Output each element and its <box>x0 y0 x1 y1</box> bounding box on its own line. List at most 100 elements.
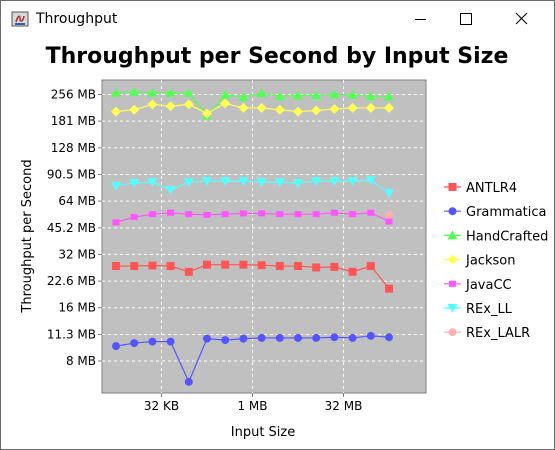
data-point <box>184 267 193 276</box>
data-point <box>275 262 284 271</box>
data-point <box>311 177 322 187</box>
data-point <box>330 333 339 342</box>
data-point <box>185 211 193 218</box>
series-grammatica <box>112 331 393 386</box>
data-point <box>238 177 249 187</box>
data-point <box>293 106 303 117</box>
java-app-icon <box>11 11 29 27</box>
data-point <box>166 262 175 271</box>
data-point <box>111 181 121 191</box>
data-point <box>294 262 302 271</box>
window-title: Throughput <box>36 11 118 27</box>
data-point <box>221 336 230 345</box>
data-point <box>184 377 193 386</box>
legend-swatch-marker <box>448 328 457 337</box>
legend-label: REx_LALR <box>466 326 530 341</box>
data-point <box>347 89 358 99</box>
gridlines <box>102 80 426 393</box>
data-point <box>312 333 321 342</box>
data-point <box>238 102 249 113</box>
series-line <box>115 335 390 384</box>
data-point <box>148 261 157 270</box>
legend-label: Grammatica <box>466 205 547 220</box>
y-tick-label: 22.6 MB <box>47 274 96 288</box>
data-point <box>112 219 120 226</box>
data-point <box>294 211 302 218</box>
data-point <box>147 178 158 188</box>
x-axis: 32 KB 1 MB 32 MB <box>144 393 362 413</box>
data-point <box>294 333 302 342</box>
y-tick-label: 90.5 MB <box>47 167 96 181</box>
legend-swatch-marker <box>448 183 457 191</box>
series-line <box>116 264 390 290</box>
data-point <box>384 91 394 101</box>
y-axis: 8 MB 11.3 MB 16 MB 22.6 MB 32 MB 45.2 MB 64 MB… <box>47 88 102 368</box>
data-point <box>367 209 375 216</box>
x-tick-label: 32 MB <box>325 399 363 413</box>
series-line <box>115 91 389 117</box>
close-button[interactable] <box>498 1 544 37</box>
close-icon <box>515 12 528 25</box>
legend-item-antlr4: ANTLR4 <box>444 181 517 196</box>
data-point <box>130 214 138 221</box>
series-line <box>115 212 390 224</box>
data-point <box>167 209 175 216</box>
data-point <box>365 102 376 113</box>
data-point <box>202 177 212 187</box>
legend-item-rex-lalr: REx_LALR <box>444 326 530 341</box>
data-point <box>129 86 140 96</box>
series-handcrafted <box>111 86 394 120</box>
data-point <box>183 87 194 97</box>
legend-item-javacc: JavaCC <box>444 278 512 293</box>
y-axis-label: Throughput per Second <box>20 159 35 313</box>
data-point <box>274 178 285 188</box>
data-point <box>221 211 229 218</box>
series-antlr4 <box>112 260 393 293</box>
data-point <box>347 177 358 187</box>
minimize-button[interactable] <box>397 1 443 37</box>
data-point <box>203 211 211 218</box>
series-rex-lalr <box>385 210 393 219</box>
legend-item-handcrafted: HandCrafted <box>444 229 548 244</box>
y-tick-label: 32 MB <box>58 247 96 261</box>
data-point <box>111 106 121 117</box>
data-point <box>165 87 176 97</box>
legend-swatch-marker <box>447 254 458 265</box>
data-point <box>347 102 358 113</box>
data-point <box>165 101 176 112</box>
data-point <box>238 91 249 101</box>
data-point <box>166 337 175 346</box>
data-point <box>274 91 285 101</box>
x-tick-label: 32 KB <box>144 399 179 413</box>
y-tick-label: 11.3 MB <box>47 327 96 341</box>
data-point <box>257 261 266 270</box>
data-point <box>220 177 231 187</box>
data-point <box>274 104 285 115</box>
data-point <box>348 267 357 276</box>
data-point <box>256 178 267 188</box>
data-point <box>258 210 266 217</box>
data-point <box>221 260 230 269</box>
data-point <box>330 262 339 271</box>
data-point <box>384 189 394 199</box>
data-point <box>349 211 357 218</box>
data-point <box>293 178 303 188</box>
legend-swatch-marker <box>449 280 456 287</box>
data-point <box>111 87 121 97</box>
maximize-button[interactable] <box>443 1 489 37</box>
title-bar: Throughput <box>1 1 554 37</box>
legend-swatch-marker <box>447 304 458 313</box>
data-point <box>147 99 158 110</box>
data-point <box>165 185 176 195</box>
data-point <box>130 262 139 271</box>
chart-title: Throughput per Second by Input Size <box>46 44 509 69</box>
legend-swatch-marker <box>448 207 457 216</box>
maximize-icon <box>460 13 472 25</box>
x-tick-label: 1 MB <box>237 399 267 413</box>
data-point <box>183 99 194 110</box>
data-point <box>239 210 247 217</box>
data-point <box>385 284 393 293</box>
data-point <box>257 333 266 342</box>
data-point <box>183 178 194 188</box>
